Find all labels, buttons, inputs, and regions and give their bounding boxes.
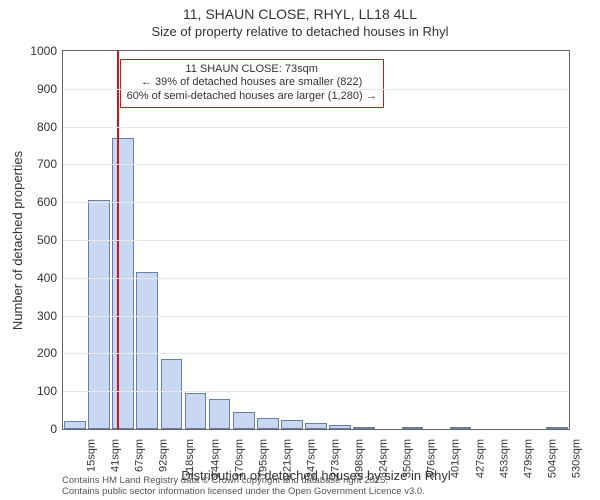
gridline — [63, 202, 569, 203]
y-tick-label: 200 — [37, 346, 57, 360]
annotation-box: 11 SHAUN CLOSE: 73sqm ← 39% of detached … — [120, 59, 384, 108]
y-tick-label: 0 — [50, 422, 57, 436]
y-axis-label: Number of detached properties — [10, 50, 26, 430]
histogram-bar — [233, 412, 255, 429]
y-tick-label: 800 — [37, 120, 57, 134]
gridline — [63, 89, 569, 90]
chart-title: 11, SHAUN CLOSE, RHYL, LL18 4LL — [0, 6, 600, 22]
gridline — [63, 278, 569, 279]
histogram-bar — [64, 421, 86, 429]
y-tick-label: 700 — [37, 157, 57, 171]
histogram-bar — [329, 425, 351, 429]
x-tick-label: 530sqm — [571, 439, 583, 478]
histogram-bar — [546, 427, 568, 429]
histogram-bar — [257, 418, 279, 429]
gridline — [63, 240, 569, 241]
annotation-line-3: 60% of semi-detached houses are larger (… — [127, 90, 377, 104]
y-tick-label: 900 — [37, 82, 57, 96]
y-tick-label: 600 — [37, 195, 57, 209]
histogram-bar — [185, 393, 207, 429]
plot-area: 11 SHAUN CLOSE: 73sqm ← 39% of detached … — [62, 50, 570, 430]
histogram-bar — [402, 427, 424, 429]
y-tick-label: 500 — [37, 233, 57, 247]
chart-subtitle: Size of property relative to detached ho… — [0, 24, 600, 39]
y-tick-label: 300 — [37, 309, 57, 323]
y-tick-label: 100 — [37, 384, 57, 398]
gridline — [63, 353, 569, 354]
histogram-bar — [161, 359, 183, 429]
gridline — [63, 316, 569, 317]
annotation-line-1: 11 SHAUN CLOSE: 73sqm — [127, 63, 377, 77]
histogram-bar — [136, 272, 158, 429]
footer-credits: Contains HM Land Registry data © Crown c… — [62, 476, 425, 498]
histogram-bar — [305, 423, 327, 429]
histogram-bar — [353, 427, 375, 429]
gridline — [63, 127, 569, 128]
histogram-bar — [112, 138, 134, 429]
y-tick-label: 400 — [37, 271, 57, 285]
gridline — [63, 391, 569, 392]
gridline — [63, 164, 569, 165]
histogram-bar — [281, 420, 303, 429]
y-tick-label: 1000 — [30, 44, 57, 58]
histogram-bar — [450, 427, 472, 429]
histogram-bar — [209, 399, 231, 429]
